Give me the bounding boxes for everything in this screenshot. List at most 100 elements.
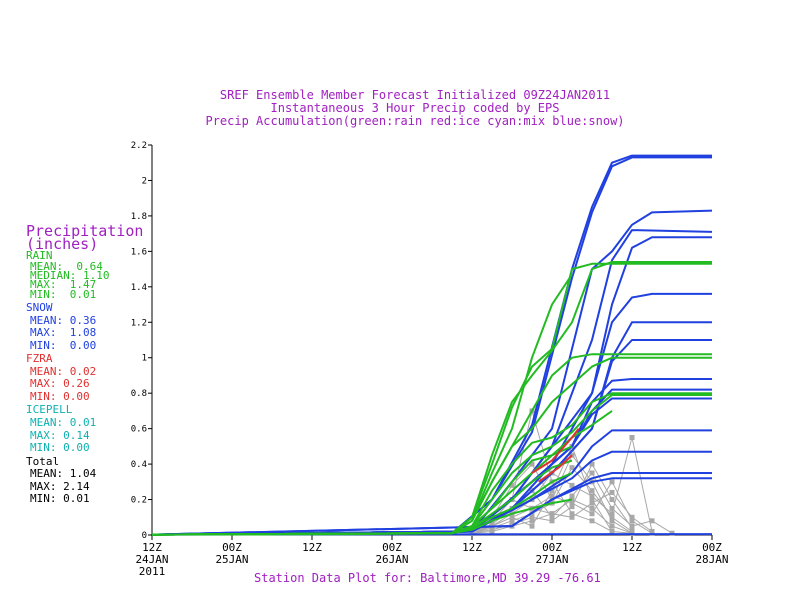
snow-accumulation-line: [151, 397, 712, 536]
snow-min: MIN: 0.00: [30, 339, 97, 352]
snow-accumulation-line: [151, 429, 712, 536]
x-tick-label: 24JAN: [135, 553, 168, 566]
icepell-mean: MEAN: 0.01: [30, 416, 97, 429]
snow-mean: MEAN: 0.36: [30, 314, 97, 327]
x-tick-label: 12Z: [142, 541, 162, 554]
x-tick-label: 12Z: [302, 541, 322, 554]
instantaneous-precip-marker: [609, 511, 615, 517]
instantaneous-precip-marker: [549, 514, 555, 520]
chart-axes: 00.20.40.60.811.21.41.61.822.212Z24JAN20…: [131, 141, 729, 578]
fzra-mean: MEAN: 0.02: [30, 365, 97, 378]
snow-accumulation-line: [151, 472, 712, 536]
snow-accumulation-line: [151, 477, 712, 536]
rain-accumulation-line: [151, 262, 712, 536]
instantaneous-precip-marker: [529, 461, 535, 467]
rain-median: MEDIAN: 1.10: [30, 269, 110, 282]
instantaneous-precip-marker: [649, 518, 655, 524]
instantaneous-precip-marker: [509, 518, 515, 524]
instantaneous-precip-marker: [629, 435, 635, 440]
fzra-max: MAX: 0.26: [30, 377, 90, 390]
instantaneous-precip-marker: [529, 514, 535, 520]
x-tick-label: 00Z: [702, 541, 722, 554]
chart-title-line2: Instantaneous 3 Hour Precip coded by EPS: [270, 101, 560, 115]
instantaneous-precip-marker: [569, 504, 575, 510]
y-tick-label: 0.2: [131, 496, 147, 506]
x-tick-label: 28JAN: [695, 553, 728, 566]
x-tick-label: 12Z: [462, 541, 482, 554]
rain-accumulation-line: [151, 273, 573, 536]
instantaneous-precip-marker: [549, 518, 555, 524]
y-tick-label: 0.8: [131, 389, 147, 399]
y-tick-label: 2.2: [131, 141, 147, 151]
ice-accumulation-line: [531, 427, 580, 474]
instantaneous-precip-marker: [589, 488, 595, 494]
snow-accumulation-line: [151, 450, 712, 536]
total-label: Total: [26, 455, 60, 468]
instantaneous-precip-marker: [629, 528, 635, 534]
instantaneous-precip-marker: [609, 514, 615, 520]
instantaneous-precip-marker: [569, 482, 575, 488]
instantaneous-precip-marker: [549, 511, 555, 517]
instantaneous-precip-marker: [469, 530, 475, 536]
total-mean: MEAN: 1.04: [30, 467, 97, 480]
fzra-min: MIN: 0.00: [30, 390, 90, 403]
y-tick-label: 1.4: [131, 283, 147, 293]
instantaneous-precip-marker: [529, 518, 535, 524]
y-tick-label: 1.8: [131, 212, 147, 222]
y-tick-label: 1.6: [131, 247, 147, 257]
y-tick-label: 1.2: [131, 318, 147, 328]
chart-title-line3: Precip Accumulation(green:rain red:ice c…: [205, 114, 625, 128]
instantaneous-precip-marker: [589, 500, 595, 506]
instantaneous-precip-marker: [549, 488, 555, 494]
instantaneous-precip-marker: [609, 479, 615, 485]
rain-min: MIN: 0.01: [30, 288, 97, 301]
instantaneous-precip-marker: [509, 514, 515, 520]
instantaneous-precip-line: [471, 491, 653, 534]
instantaneous-precip-marker: [569, 514, 575, 520]
instantaneous-precip-marker: [569, 511, 575, 517]
x-tick-label: 25JAN: [215, 553, 248, 566]
instantaneous-precip-marker: [609, 497, 615, 503]
snow-accumulation-line: [151, 339, 712, 536]
instantaneous-precip-marker: [589, 470, 595, 476]
snow-label: SNOW: [26, 301, 53, 314]
x-tick-label: 00Z: [542, 541, 562, 554]
total-max: MAX: 2.14: [30, 480, 90, 493]
x-tick-label: 26JAN: [375, 553, 408, 566]
instantaneous-precip-line: [471, 445, 613, 534]
snow-accumulation-line: [151, 229, 713, 536]
instantaneous-precip-marker: [549, 493, 555, 499]
icepell-min: MIN: 0.00: [30, 441, 90, 454]
instantaneous-precip-marker: [529, 523, 535, 529]
y-tick-label: 0: [142, 531, 147, 541]
y-tick-label: 1: [142, 354, 147, 364]
chart-title-line1: SREF Ensemble Member Forecast Initialize…: [219, 88, 611, 102]
rain-accumulation-line: [151, 498, 573, 536]
instantaneous-precip-line: [471, 480, 653, 534]
rain-mean: MEAN: 0.64: [30, 260, 103, 273]
instantaneous-precip-marker: [609, 523, 615, 529]
instantaneous-precip-marker: [589, 497, 595, 503]
instantaneous-precip-marker: [589, 505, 595, 511]
instantaneous-precip-marker: [589, 518, 595, 524]
station-footer: Station Data Plot for: Baltimore,MD 39.2…: [254, 571, 601, 585]
instantaneous-precip-marker: [629, 518, 635, 524]
y-tick-label: 0.6: [131, 425, 147, 435]
accumulation-series-layer: [151, 154, 713, 536]
instantaneous-precip-marker: [609, 528, 615, 534]
rain-accumulation-line: [151, 356, 712, 536]
instantaneous-precip-marker: [569, 465, 575, 471]
icepell-label: ICEPELL: [26, 403, 73, 416]
x-tick-label: 12Z: [622, 541, 642, 554]
snow-max: MAX: 1.08: [30, 326, 97, 339]
instantaneous-precip-marker: [489, 528, 495, 534]
instantaneous-precip-marker: [569, 500, 575, 506]
ice-accumulation-line: [538, 454, 573, 483]
instantaneous-precip-marker: [629, 525, 635, 531]
instantaneous-precip-marker: [569, 493, 575, 499]
instantaneous-precip-marker: [609, 518, 615, 524]
x-tick-label: 27JAN: [535, 553, 568, 566]
x-tick-label: 00Z: [382, 541, 402, 554]
y-tick-label: 2: [142, 176, 147, 186]
